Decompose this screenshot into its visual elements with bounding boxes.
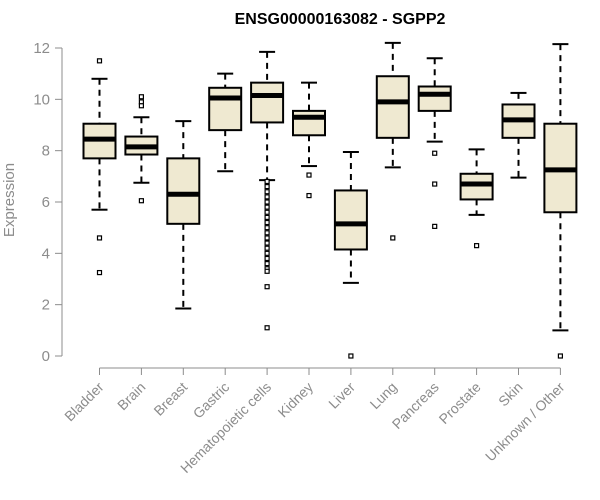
chart-title: ENSG00000163082 - SGPP2 bbox=[235, 11, 446, 28]
outlier-6-0 bbox=[348, 353, 354, 359]
outlier-4-2 bbox=[264, 189, 270, 195]
box-5 bbox=[292, 81, 326, 199]
box-3 bbox=[208, 72, 243, 173]
outlier-4-15 bbox=[264, 255, 270, 262]
box-rect-3 bbox=[208, 86, 243, 132]
y-tick-label-0: 0 bbox=[42, 348, 50, 365]
y-tick-label-5: 10 bbox=[33, 91, 50, 108]
box-9 bbox=[459, 148, 494, 249]
x-tick-label-11: Unknown / Other bbox=[482, 379, 568, 465]
y-axis-label: Expression bbox=[1, 163, 18, 237]
outlier-4-13 bbox=[264, 245, 270, 251]
outlier-4-9 bbox=[264, 225, 270, 231]
outlier-5-1 bbox=[306, 192, 312, 199]
outlier-4-7 bbox=[264, 214, 270, 220]
y-tick-label-1: 2 bbox=[42, 297, 50, 314]
outlier-11-0 bbox=[557, 353, 564, 359]
x-tick-label-1: Brain bbox=[114, 379, 148, 413]
x-tick-label-8: Pancreas bbox=[389, 379, 442, 432]
box-11 bbox=[543, 43, 578, 359]
box-10 bbox=[501, 91, 536, 179]
x-tick-label-2: Breast bbox=[150, 379, 190, 419]
box-rect-2 bbox=[166, 157, 201, 225]
outlier-8-2 bbox=[432, 223, 438, 229]
outlier-0-1 bbox=[96, 235, 103, 241]
x-tick-label-10: Skin bbox=[495, 379, 526, 410]
outlier-4-11 bbox=[264, 235, 270, 241]
outlier-8-1 bbox=[432, 181, 438, 187]
boxes-group bbox=[82, 41, 578, 359]
box-2 bbox=[166, 120, 201, 310]
outlier-1-2 bbox=[138, 103, 144, 109]
box-7 bbox=[375, 41, 410, 241]
outlier-8-0 bbox=[432, 150, 438, 156]
y-axis: 0 2 4 6 8 10 12 bbox=[33, 40, 63, 365]
y-tick-label-4: 8 bbox=[42, 143, 50, 160]
x-tick-label-6: Liver bbox=[325, 379, 358, 412]
x-tick-label-7: Lung bbox=[367, 379, 400, 412]
outlier-4-10 bbox=[264, 230, 270, 236]
x-tick-label-0: Bladder bbox=[61, 379, 107, 425]
box-1 bbox=[124, 94, 159, 204]
outlier-4-5 bbox=[264, 204, 270, 210]
box-rect-6 bbox=[333, 189, 368, 251]
x-tick-label-5: Kidney bbox=[275, 379, 317, 421]
box-rect-8 bbox=[417, 85, 452, 112]
outlier-1-0 bbox=[138, 94, 144, 100]
y-tick-label-6: 12 bbox=[33, 40, 50, 57]
box-0 bbox=[82, 58, 117, 276]
outlier-4-12 bbox=[264, 240, 270, 246]
outlier-4-6 bbox=[264, 209, 270, 215]
outlier-4-8 bbox=[264, 219, 270, 226]
outlier-4-18 bbox=[264, 268, 270, 274]
outlier-4-0 bbox=[264, 178, 270, 185]
outlier-4-19 bbox=[264, 284, 270, 290]
outlier-4-4 bbox=[264, 199, 270, 205]
outlier-4-16 bbox=[264, 261, 270, 267]
box-rect-9 bbox=[459, 172, 494, 201]
outlier-9-0 bbox=[474, 243, 480, 249]
box-4 bbox=[250, 50, 285, 331]
outlier-4-1 bbox=[264, 184, 270, 190]
outlier-4-14 bbox=[264, 250, 270, 256]
y-tick-label-2: 4 bbox=[42, 245, 50, 262]
outlier-0-2 bbox=[96, 269, 103, 276]
box-rect-5 bbox=[292, 109, 326, 137]
box-rect-7 bbox=[375, 75, 410, 139]
x-tick-label-9: Prostate bbox=[436, 379, 484, 427]
box-6 bbox=[333, 150, 368, 359]
outlier-4-20 bbox=[264, 325, 270, 331]
outlier-4-3 bbox=[264, 194, 270, 200]
outlier-0-0 bbox=[96, 58, 103, 64]
box-rect-4 bbox=[250, 81, 285, 124]
outlier-1-3 bbox=[138, 198, 144, 204]
outlier-5-0 bbox=[306, 172, 312, 178]
y-tick-label-3: 6 bbox=[42, 194, 50, 211]
outlier-7-0 bbox=[390, 235, 396, 241]
box-8 bbox=[417, 57, 452, 229]
